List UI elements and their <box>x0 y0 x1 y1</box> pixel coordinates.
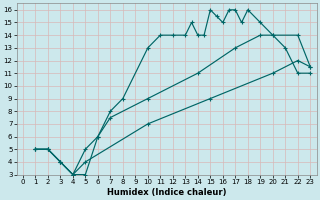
X-axis label: Humidex (Indice chaleur): Humidex (Indice chaleur) <box>107 188 226 197</box>
